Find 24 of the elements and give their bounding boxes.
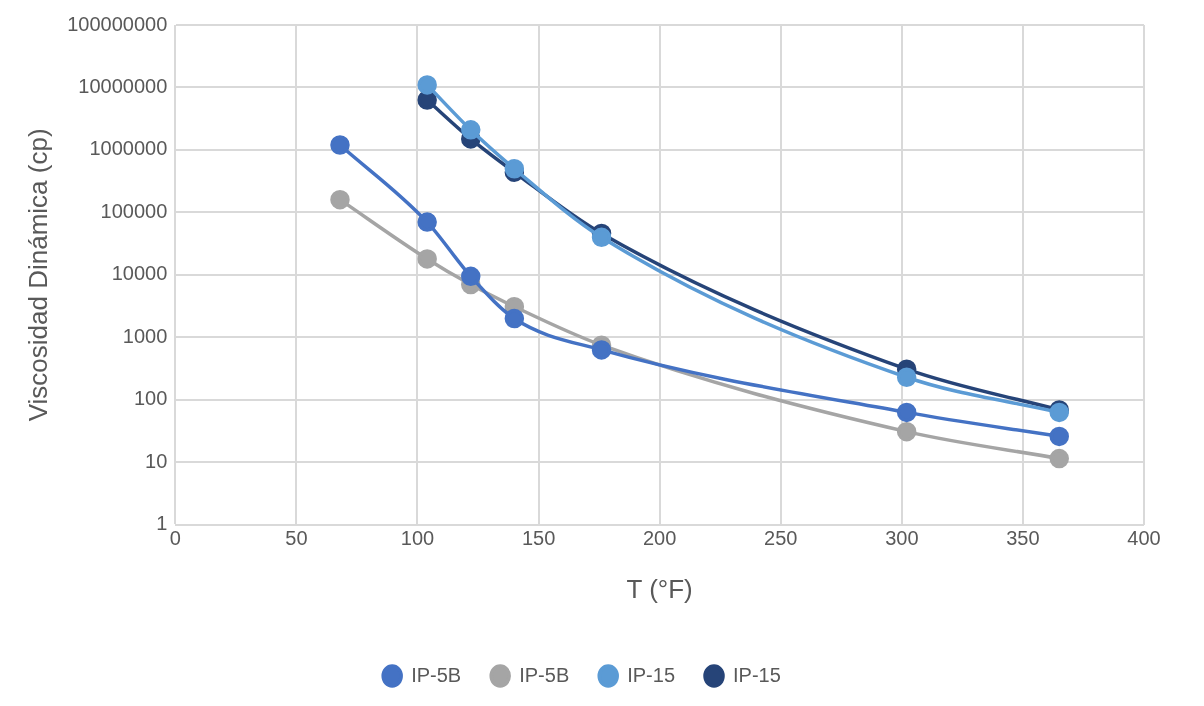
x-tick-label: 400 <box>1127 527 1161 550</box>
y-tick-label: 10000 <box>111 262 168 285</box>
y-tick-label: 100000000 <box>67 12 168 35</box>
x-tick-label: 0 <box>169 527 181 550</box>
y-axis-title: Viscosidad Dinámica (cp) <box>22 128 53 422</box>
y-tick-label: 1000 <box>122 324 168 347</box>
legend-label: IP-15 <box>733 663 781 686</box>
x-axis-title: T (°F) <box>626 573 693 604</box>
y-tick-label: 100000 <box>100 199 168 222</box>
y-tick-label: 10 <box>145 449 168 472</box>
x-tick-label: 350 <box>1006 527 1040 550</box>
x-tick-label: 300 <box>885 527 919 550</box>
x-tick-label: 150 <box>521 527 556 550</box>
x-tick-label: 200 <box>642 527 677 550</box>
y-tick-label: 1000000 <box>89 137 168 160</box>
y-tick-label: 10000000 <box>78 74 168 97</box>
x-tick-label: 100 <box>400 527 435 550</box>
x-tick-label: 250 <box>764 527 798 550</box>
legend-label: IP-5B <box>519 663 570 686</box>
y-tick-label: 100 <box>133 387 168 410</box>
y-tick-label: 1 <box>156 512 168 535</box>
legend-label: IP-5B <box>411 663 462 686</box>
legend-label: IP-15 <box>627 663 676 686</box>
x-tick-label: 50 <box>285 527 308 550</box>
